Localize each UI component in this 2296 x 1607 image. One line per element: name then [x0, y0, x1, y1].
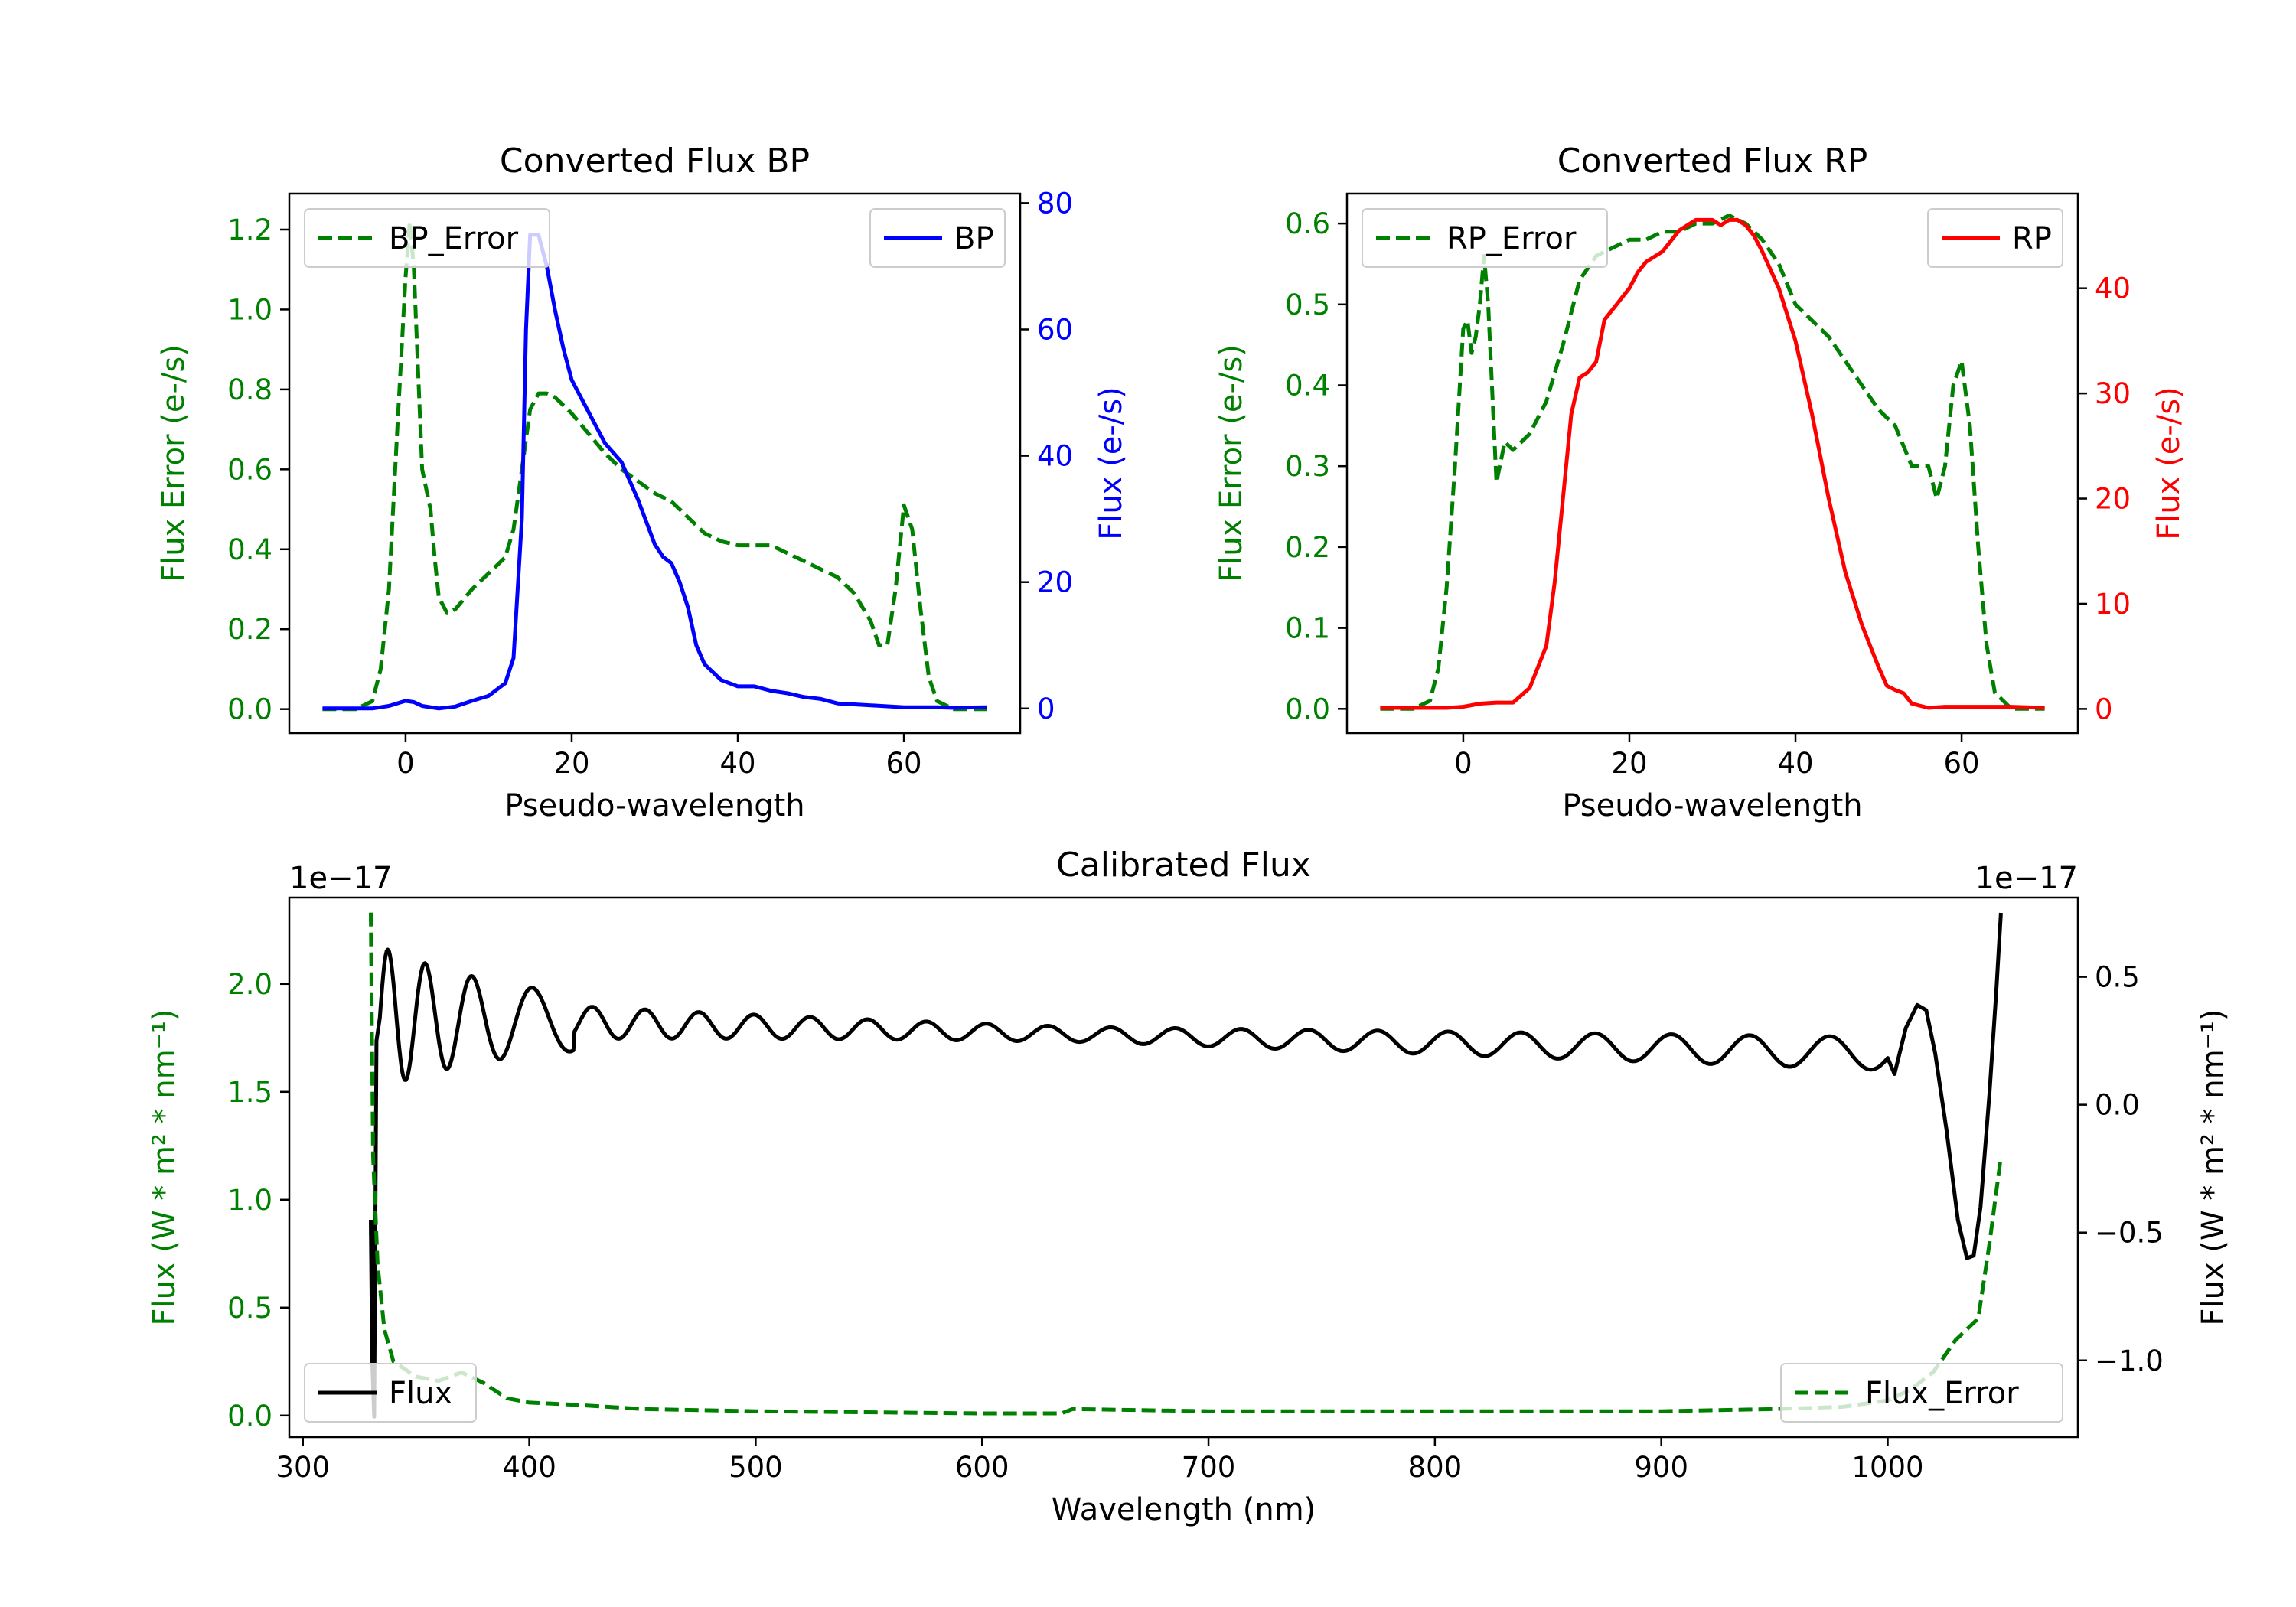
- left-tick-label: 0.8: [227, 373, 272, 406]
- panel-2: 0 20 40 60 0.0 0.1 0.2 0.3 0.4 0.5 0.6 0 10 20 30 40 Con…: [1214, 142, 2187, 823]
- x-axis-label: Wavelength (nm): [1052, 1492, 1316, 1527]
- right-tick-label: −1.0: [2095, 1345, 2164, 1377]
- legend-bp-error: BP_Error: [304, 208, 550, 268]
- legend-rp: RP: [1927, 208, 2063, 268]
- axes-frame: [288, 896, 2079, 1439]
- left-tick-label: 1.2: [227, 214, 272, 246]
- right-tick-label: 10: [2095, 588, 2131, 621]
- series-group: [1380, 214, 2045, 711]
- x-tick-label: 1000: [1851, 1451, 1923, 1484]
- legend-box: [304, 1363, 477, 1423]
- left-tick-label: 0.2: [227, 613, 272, 646]
- right-tick-label: 0.0: [2095, 1089, 2140, 1122]
- series-line-bp: [322, 233, 987, 711]
- right-tick-label: 30: [2095, 377, 2131, 410]
- left-tick-label: 1.0: [227, 1184, 272, 1217]
- right-tick-label: 40: [2095, 272, 2131, 305]
- legend-box: [1362, 208, 1608, 268]
- legend-label: RP_Error: [1446, 221, 1577, 256]
- series-line-rp: [1380, 217, 2045, 710]
- right-tick-label: 0: [2095, 693, 2113, 725]
- x-tick-label: 20: [1611, 747, 1647, 780]
- left-tick-label: 0.1: [1285, 612, 1330, 645]
- left-axis-label: Flux (W * m² * nm⁻¹): [147, 1009, 182, 1326]
- legend-label: Flux_Error: [1865, 1376, 2019, 1411]
- legend-label: RP: [2012, 221, 2052, 256]
- left-tick-label: 0.6: [1285, 207, 1330, 240]
- legend-flux-error: Flux_Error: [1780, 1363, 2063, 1423]
- legend-bp: BP: [869, 208, 1006, 268]
- right-tick-label: 0.5: [2095, 961, 2140, 994]
- legend-label: BP: [954, 221, 994, 256]
- left-tick-label: 2.0: [227, 968, 272, 1001]
- right-tick-label: 40: [1037, 440, 1073, 473]
- left-tick-label: 0.3: [1285, 450, 1330, 483]
- panels: 0 20 40 60 0.0 0.2 0.4 0.6 0.8 1.0 1.2 0 20 40 60 80 Con…: [147, 142, 2231, 1527]
- x-tick-label: 40: [719, 747, 755, 780]
- series-line-bp-error: [322, 220, 987, 712]
- right-tick-label: 20: [1037, 566, 1073, 599]
- right-axis-label: Flux (e-/s): [2151, 386, 2187, 539]
- panel-title: Calibrated Flux: [1056, 846, 1311, 885]
- x-tick-label: 60: [1944, 747, 1980, 780]
- legend-label: Flux: [389, 1376, 452, 1411]
- right-tick-label: 80: [1037, 187, 1073, 220]
- left-tick-label: 0.5: [1285, 288, 1330, 321]
- legend-box: [304, 208, 550, 268]
- x-tick-label: 400: [502, 1451, 556, 1484]
- x-tick-label: 600: [955, 1451, 1009, 1484]
- x-tick-label: 20: [553, 747, 589, 780]
- x-axis-label: Pseudo-wavelength: [1562, 788, 1862, 823]
- left-axis-label: Flux Error (e-/s): [156, 344, 191, 582]
- panel-title: Converted Flux BP: [500, 142, 810, 181]
- left-tick-label: 1.0: [227, 293, 272, 326]
- x-tick-label: 700: [1182, 1451, 1236, 1484]
- left-offset-text: 1e−17: [289, 861, 392, 896]
- left-tick-label: 0.4: [227, 533, 272, 566]
- left-tick-label: 0.2: [1285, 531, 1330, 564]
- x-tick-label: 0: [1454, 747, 1473, 780]
- series-line-flux: [369, 912, 2003, 1419]
- right-tick-label: −0.5: [2095, 1217, 2164, 1250]
- axes-frame: [1345, 192, 2079, 735]
- legend-box: [1780, 1363, 2063, 1423]
- right-axis-label: Flux (e-/s): [1094, 386, 1129, 539]
- left-tick-label: 0.4: [1285, 370, 1330, 403]
- series-line-rp-error: [1380, 214, 2045, 711]
- panel-3: 300 400 500 600 700 800 900 1000 0.0 0.5 1.0 1.5 2.0…: [147, 846, 2231, 1527]
- x-axis-label: Pseudo-wavelength: [504, 788, 804, 823]
- left-tick-label: 0.0: [1285, 693, 1330, 725]
- legend-label: BP_Error: [389, 221, 519, 256]
- x-tick-label: 300: [276, 1451, 330, 1484]
- legend-flux: Flux: [304, 1363, 477, 1423]
- panel-title: Converted Flux RP: [1557, 142, 1868, 181]
- right-tick-label: 60: [1037, 313, 1073, 346]
- x-tick-label: 60: [886, 747, 922, 780]
- left-tick-label: 0.5: [227, 1292, 272, 1325]
- left-tick-label: 0.0: [227, 1400, 272, 1433]
- x-tick-label: 40: [1777, 747, 1813, 780]
- left-tick-label: 0.6: [227, 453, 272, 486]
- axes-frame: [288, 192, 1022, 735]
- right-tick-label: 20: [2095, 483, 2131, 516]
- right-offset-text: 1e−17: [1975, 861, 2078, 896]
- series-group: [322, 220, 987, 712]
- x-tick-label: 0: [396, 747, 415, 780]
- left-axis-label: Flux Error (e-/s): [1214, 344, 1249, 582]
- legend-rp-error: RP_Error: [1362, 208, 1608, 268]
- right-axis-label: Flux (W * m² * nm⁻¹): [2196, 1009, 2231, 1326]
- panel-1: 0 20 40 60 0.0 0.2 0.4 0.6 0.8 1.0 1.2 0 20 40 60 80 Con…: [156, 142, 1129, 823]
- x-tick-label: 500: [729, 1451, 783, 1484]
- left-tick-label: 1.5: [227, 1076, 272, 1109]
- left-tick-label: 0.0: [227, 693, 272, 726]
- right-tick-label: 0: [1037, 693, 1055, 725]
- x-tick-label: 800: [1408, 1451, 1463, 1484]
- x-tick-label: 900: [1634, 1451, 1688, 1484]
